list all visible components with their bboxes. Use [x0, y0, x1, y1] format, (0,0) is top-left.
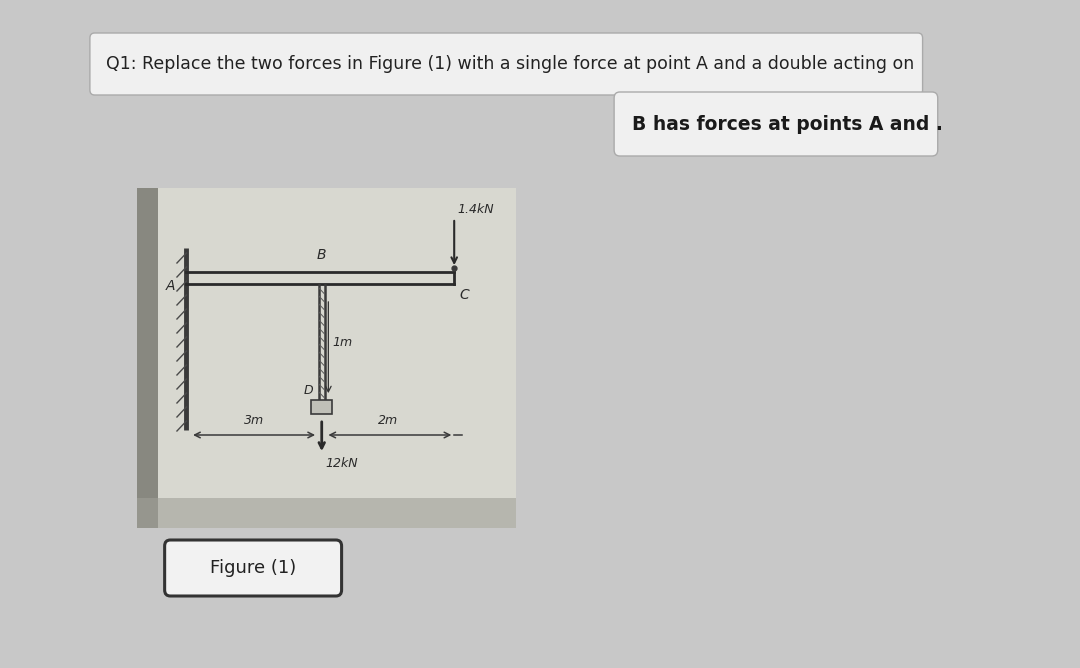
Bar [137, 498, 516, 528]
Text: A: A [165, 279, 175, 293]
Text: Figure (1): Figure (1) [210, 559, 296, 577]
Text: 12kN: 12kN [325, 457, 359, 470]
Bar [137, 188, 516, 528]
Bar [137, 188, 158, 528]
Text: 1.4kN: 1.4kN [457, 203, 494, 216]
FancyBboxPatch shape [164, 540, 341, 596]
Text: C: C [460, 288, 470, 302]
Text: 1m: 1m [333, 335, 352, 349]
Text: B has forces at points A and .: B has forces at points A and . [632, 114, 943, 134]
Text: B: B [316, 248, 326, 262]
FancyBboxPatch shape [90, 33, 922, 95]
Text: D: D [303, 383, 313, 397]
Text: Q1: Replace the two forces in Figure (1) with a single force at point A and a do: Q1: Replace the two forces in Figure (1)… [106, 55, 915, 73]
Text: 3m: 3m [244, 414, 265, 427]
Text: 2m: 2m [378, 414, 399, 427]
Bar [311, 400, 333, 414]
FancyBboxPatch shape [615, 92, 937, 156]
